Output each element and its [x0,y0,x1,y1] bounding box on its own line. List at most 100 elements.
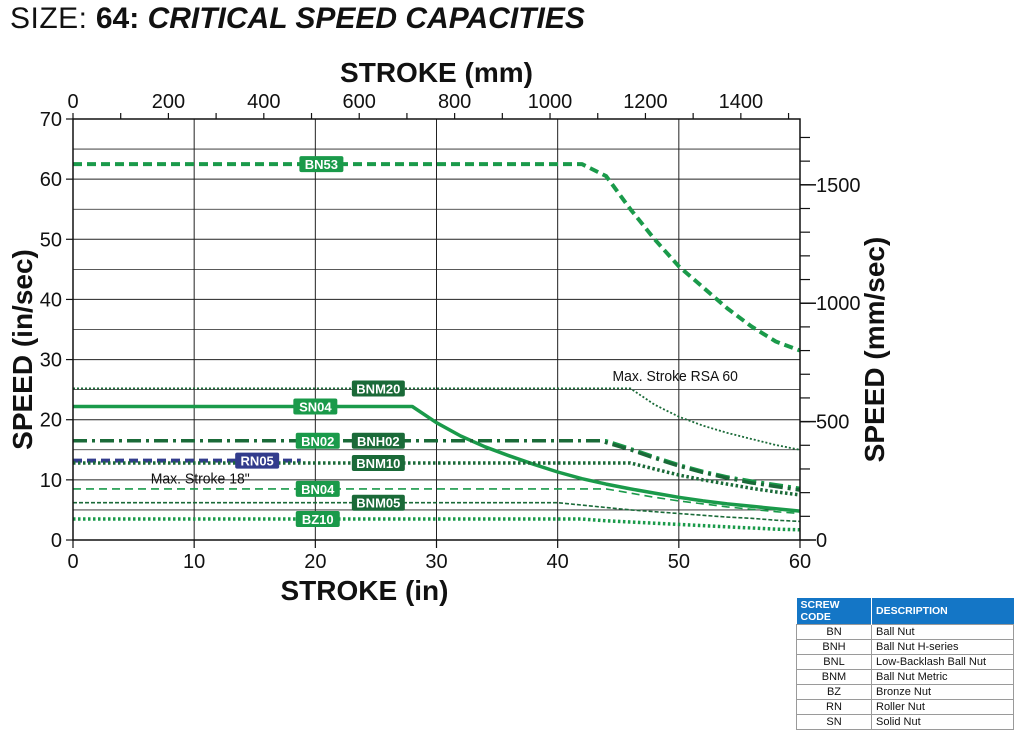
legend-description: Ball Nut H-series [871,639,1014,655]
series-line-bn04 [73,488,801,515]
series-line-bn53 [73,162,801,353]
legend-header-description: DESCRIPTION [871,598,1014,625]
series-label-box [235,452,280,469]
x-tick-label: 30 [425,551,447,573]
series-label-text: SN04 [299,399,332,414]
legend-header-code: SCREW CODE [796,598,872,625]
series-labels: BN53 BNM20 SN04 BN02 BNH02 RN05 BNM10 BN04 BNM05… [151,156,738,527]
series-label-box [351,494,405,511]
legend-code: SN [796,714,872,730]
series-label-text: BNM05 [356,496,400,511]
series-label-box [295,432,340,449]
y-tick-label: 20 [40,410,62,432]
series-label-text: BN53 [305,157,338,172]
series-label-text: BNH02 [357,434,400,449]
y-tick-label: 30 [40,350,62,372]
legend-row: RN Roller Nut [796,699,1014,715]
legend-header-row: SCREW CODE DESCRIPTION [796,598,1014,625]
title-number: 64: [95,2,140,35]
x2-tick-label: 400 [247,91,280,113]
series-line-bz10 [73,517,801,532]
series-label-text: BN02 [301,434,334,449]
x-tick-label: 10 [183,551,205,573]
y-tick-label: 70 [40,109,62,131]
series-label-box [351,432,405,449]
legend-row: SN Solid Nut [796,714,1014,730]
series-label-box [299,156,344,173]
series-line-bnm05 [73,501,801,523]
x-tick-label: 50 [668,551,690,573]
legend-row: BN Ball Nut [796,624,1014,640]
series-label-bnm20: BNM20 [351,380,405,397]
legend-row: BZ Bronze Nut [796,684,1014,700]
series-label-box [295,480,340,497]
y-tick-label: 40 [40,289,62,311]
series-label-box [295,510,340,527]
x-tick-label: 60 [789,551,811,573]
y2-tick-label: 500 [816,412,849,434]
series-label-box [351,455,405,472]
y2-tick-label: 0 [816,530,827,552]
y-tick-label: 60 [40,169,62,191]
y-tick-label: 10 [40,470,62,492]
series-lines [73,162,801,532]
series-label-text: BN04 [301,482,335,497]
legend-description: Low-Backlash Ball Nut [871,654,1014,670]
x2-tick-label: 0 [67,91,78,113]
x2-tick-label: 200 [152,91,185,113]
series-label-rn05: RN05 [235,452,280,469]
legend-code: BNM [796,669,872,685]
series-label-bnm10: BNM10 [351,455,405,472]
legend-description: Bronze Nut [871,684,1014,700]
series-label-text: BZ10 [302,512,334,527]
x2-tick-label: 1400 [719,91,764,113]
legend-description: Ball Nut Metric [871,669,1014,685]
series-label-text: RN05 [241,454,274,469]
title-prefix: SIZE: [10,2,88,35]
legend-code: BNL [796,654,872,670]
x2-axis-title: STROKE (mm) [340,57,533,88]
x2-tick-label: 600 [343,91,376,113]
x-axis-title: STROKE (in) [281,575,449,606]
legend-code: BZ [796,684,872,700]
page-title: SIZE: 64: CRITICAL SPEED CAPACITIES [10,2,585,36]
legend-code: BNH [796,639,872,655]
y-axis-title: SPEED (in/sec) [7,249,38,450]
series-label-bn02: BN02 [295,432,340,449]
legend-code: BN [796,624,872,640]
x-tick-label: 20 [304,551,326,573]
x2-tick-label: 1200 [623,91,668,113]
series-label-bz10: BZ10 [295,510,340,527]
series-label-text: BNM20 [356,381,400,396]
y2-tick-label: 1500 [816,175,861,197]
x2-tick-label: 1000 [528,91,573,113]
x-tick-label: 40 [547,551,569,573]
y2-axis-title: SPEED (mm/sec) [859,237,890,463]
legend-description: Ball Nut [871,624,1014,640]
series-label-bnm05: BNM05 [351,494,405,511]
x2-tick-label: 800 [438,91,471,113]
y2-tick-label: 1000 [816,293,861,315]
series-label-sn04: SN04 [293,398,338,415]
series-line-bnm10 [73,461,801,497]
series-line-sn04 [73,404,801,513]
legend-description: Roller Nut [871,699,1014,715]
series-label-box [293,398,338,415]
legend-description: Solid Nut [871,714,1014,730]
series-label-bn04: BN04 [295,480,340,497]
series-line-bnh02 [73,439,801,492]
screw-code-legend: SCREW CODE DESCRIPTION BN Ball Nut BNH Bal… [796,598,1014,730]
legend-row: BNM Ball Nut Metric [796,669,1014,685]
series-label-bnh02: BNH02 [351,432,405,449]
y-tick-label: 0 [51,530,62,552]
legend-row: BNL Low-Backlash Ball Nut [796,654,1014,670]
chart-annotation: Max. Stroke RSA 60 [612,368,737,385]
series-label-bn53: BN53 [299,156,344,173]
legend-code: RN [796,699,872,715]
series-label-box [351,380,405,397]
title-name: CRITICAL SPEED CAPACITIES [147,2,585,35]
y-tick-label: 50 [40,229,62,251]
x-tick-label: 0 [67,551,78,573]
